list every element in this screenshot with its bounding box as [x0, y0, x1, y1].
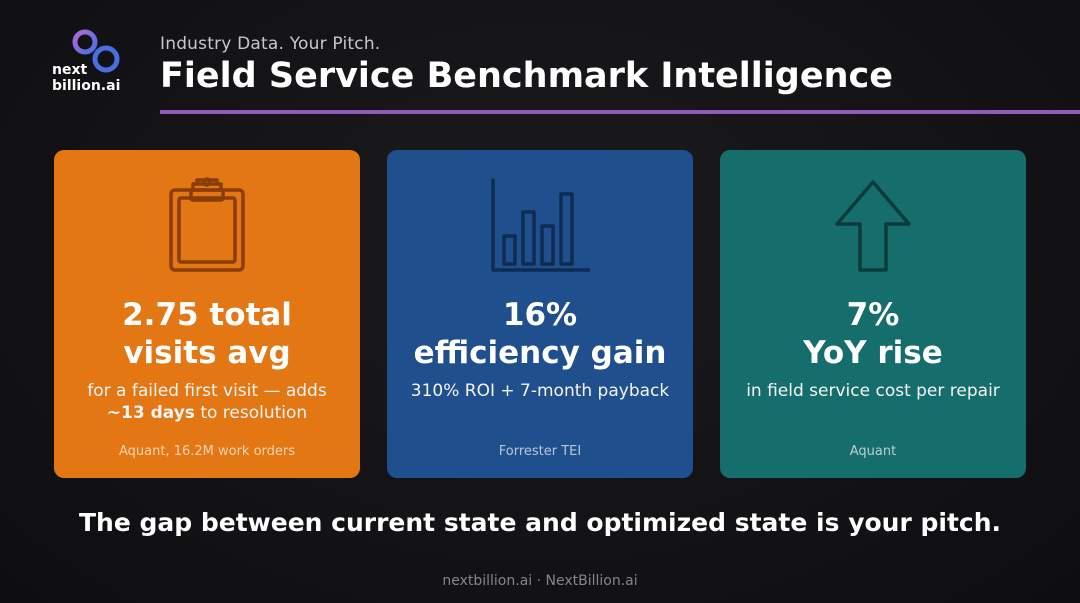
brand-logo: next billion.ai	[52, 28, 132, 98]
stat-source: Aquant	[849, 444, 897, 459]
stat-description-line1: for a failed first visit — adds	[87, 381, 327, 401]
stat-headline-line1: 2.75 total	[122, 297, 292, 333]
stat-card-visits: 2.75 total visits avg for a failed first…	[54, 150, 360, 478]
stat-description-bold: ~13 days	[106, 403, 195, 423]
stat-headline-line1: 16%	[502, 297, 578, 333]
stat-card-cost: 7% YoY rise in field service cost per re…	[720, 150, 1026, 478]
stat-description-rest: to resolution	[194, 403, 308, 423]
page-title: Field Service Benchmark Intelligence	[160, 56, 893, 96]
stat-description: 310% ROI + 7-month payback	[410, 381, 670, 401]
stat-headline: 2.75 total visits avg	[54, 296, 360, 372]
arrow-up-icon	[835, 180, 911, 272]
stat-headline: 16% efficiency gain	[387, 296, 693, 372]
logo-text-line2: billion.ai	[52, 78, 121, 94]
logo-text-line1: next	[52, 62, 88, 78]
page-subtitle: Industry Data. Your Pitch.	[160, 34, 381, 54]
stat-headline-line1: 7%	[846, 297, 900, 333]
stat-description: in field service cost per repair	[746, 381, 1000, 401]
stat-headline: 7% YoY rise	[720, 296, 1026, 372]
title-divider	[160, 110, 1080, 114]
stat-headline-line2: YoY rise	[803, 335, 943, 371]
clipboard-icon	[169, 177, 245, 272]
stat-source: Aquant, 16.2M work orders	[118, 444, 296, 459]
stat-description-line2: ~13 days to resolution	[68, 402, 346, 424]
tagline: The gap between current state and optimi…	[78, 508, 1002, 537]
bar-chart-icon	[491, 178, 590, 272]
stat-description: for a failed first visit — adds ~13 days…	[68, 380, 346, 424]
stat-source: Forrester TEI	[498, 444, 582, 459]
footer-text: nextbillion.ai · NextBillion.ai	[442, 573, 638, 589]
stat-headline-line2: visits avg	[123, 335, 291, 371]
stat-card-efficiency: 16% efficiency gain 310% ROI + 7-month p…	[387, 150, 693, 478]
stat-headline-line2: efficiency gain	[413, 335, 667, 371]
infinity-logo-icon	[72, 29, 120, 73]
